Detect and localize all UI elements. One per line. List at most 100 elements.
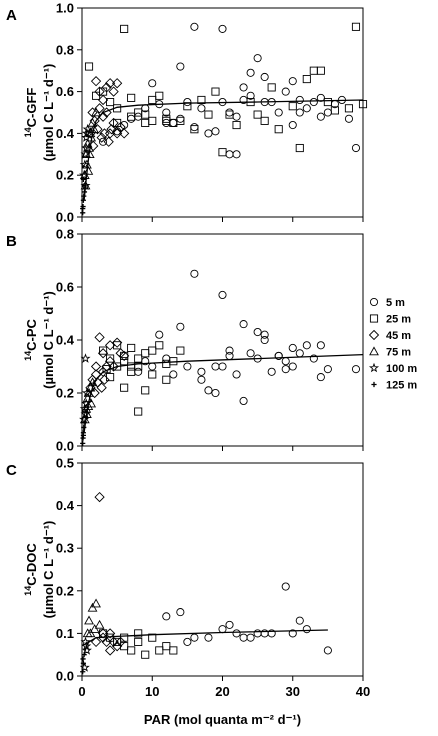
legend-marker — [369, 346, 379, 356]
data-point — [162, 354, 171, 363]
y-tick-label: 0.1 — [56, 626, 74, 641]
data-point — [344, 114, 354, 123]
data-point — [84, 615, 94, 625]
data-point — [162, 375, 171, 384]
data-point — [218, 148, 227, 157]
series-triangle — [82, 598, 105, 638]
y-tick-label: 0.5 — [56, 456, 74, 471]
data-point — [134, 108, 143, 117]
data-point — [108, 361, 119, 372]
data-point — [81, 424, 87, 431]
data-point — [295, 349, 304, 358]
data-point — [97, 632, 109, 643]
series-diamond — [90, 491, 126, 656]
data-point — [106, 124, 117, 135]
data-point — [91, 107, 101, 117]
data-point — [176, 322, 185, 331]
legend-marker — [368, 329, 380, 341]
data-point — [127, 114, 136, 123]
data-point — [204, 129, 213, 138]
y-axis-unit: (µmol C L⁻¹ d⁻¹) — [41, 521, 56, 619]
data-point — [80, 149, 91, 159]
data-point — [141, 349, 150, 358]
plot-frame — [81, 233, 364, 447]
data-point — [90, 76, 102, 87]
data-point — [99, 87, 108, 96]
data-point — [260, 629, 269, 638]
data-point — [82, 628, 93, 638]
data-point — [119, 350, 130, 362]
data-point — [113, 118, 122, 127]
data-point — [183, 98, 192, 107]
x-axis-label: PAR (mol quanta m⁻² d⁻¹) — [144, 712, 301, 727]
data-point — [134, 629, 143, 638]
data-point — [115, 121, 126, 133]
data-point — [82, 123, 93, 134]
data-point — [148, 362, 157, 371]
data-point — [190, 22, 199, 31]
data-point — [94, 332, 105, 343]
data-point — [211, 127, 220, 136]
data-point — [96, 132, 107, 143]
data-point — [211, 87, 220, 96]
data-point — [104, 340, 116, 351]
data-point — [84, 62, 94, 71]
data-point — [108, 86, 119, 97]
legend-label: 45 m — [386, 330, 411, 342]
data-point — [94, 491, 105, 503]
data-point — [104, 645, 116, 656]
data-point — [330, 106, 339, 115]
data-point — [101, 636, 112, 648]
y-tick-label: 0.0 — [56, 669, 74, 684]
series-plus — [80, 652, 87, 675]
data-point — [260, 335, 269, 345]
data-point — [211, 362, 220, 371]
data-point — [162, 108, 171, 117]
data-point — [239, 396, 248, 406]
data-point — [232, 370, 241, 379]
data-point — [148, 79, 157, 88]
y-axis-label: 14C-GFF — [23, 88, 39, 138]
y-tick-label: 0.2 — [56, 386, 74, 401]
fit-curve — [83, 99, 364, 201]
data-point — [120, 633, 129, 642]
data-point — [111, 78, 123, 89]
data-point — [97, 348, 109, 359]
data-point — [104, 78, 116, 89]
data-point — [176, 114, 185, 123]
data-point — [323, 646, 332, 655]
panel-A: A 0.0 0.2 0.4 0.6 0.8 1.0 14C-GFF (µmol C L⁻¹ d⁻… — [6, 1, 368, 225]
data-point — [155, 646, 164, 655]
data-point — [90, 636, 102, 648]
data-point — [113, 637, 122, 646]
data-point — [115, 636, 126, 648]
fit-curve — [83, 629, 328, 655]
data-point — [99, 346, 108, 355]
data-point — [101, 107, 112, 118]
data-point — [111, 128, 123, 139]
data-point — [80, 206, 86, 212]
y-tick-label: 0.8 — [56, 227, 74, 242]
y-tick-label: 0.4 — [56, 498, 75, 513]
data-point — [80, 440, 86, 446]
data-point — [309, 98, 318, 107]
data-point — [176, 116, 185, 125]
x-tick-label: 30 — [286, 684, 300, 699]
data-point — [288, 77, 297, 86]
series-square — [99, 341, 185, 416]
legend: 5 m 25 m 45 m 75 m 100 m 125 m — [368, 297, 417, 392]
data-point — [87, 117, 98, 127]
data-point — [134, 407, 143, 416]
data-point — [351, 22, 361, 31]
data-point — [89, 624, 100, 633]
data-point — [295, 95, 304, 105]
data-point — [183, 362, 192, 371]
series-circle — [162, 582, 332, 655]
x-tick-label: 20 — [215, 684, 229, 699]
data-point — [309, 354, 318, 363]
legend-marker — [369, 297, 379, 307]
data-point — [120, 24, 129, 33]
data-point — [80, 432, 87, 438]
data-point — [162, 118, 171, 127]
